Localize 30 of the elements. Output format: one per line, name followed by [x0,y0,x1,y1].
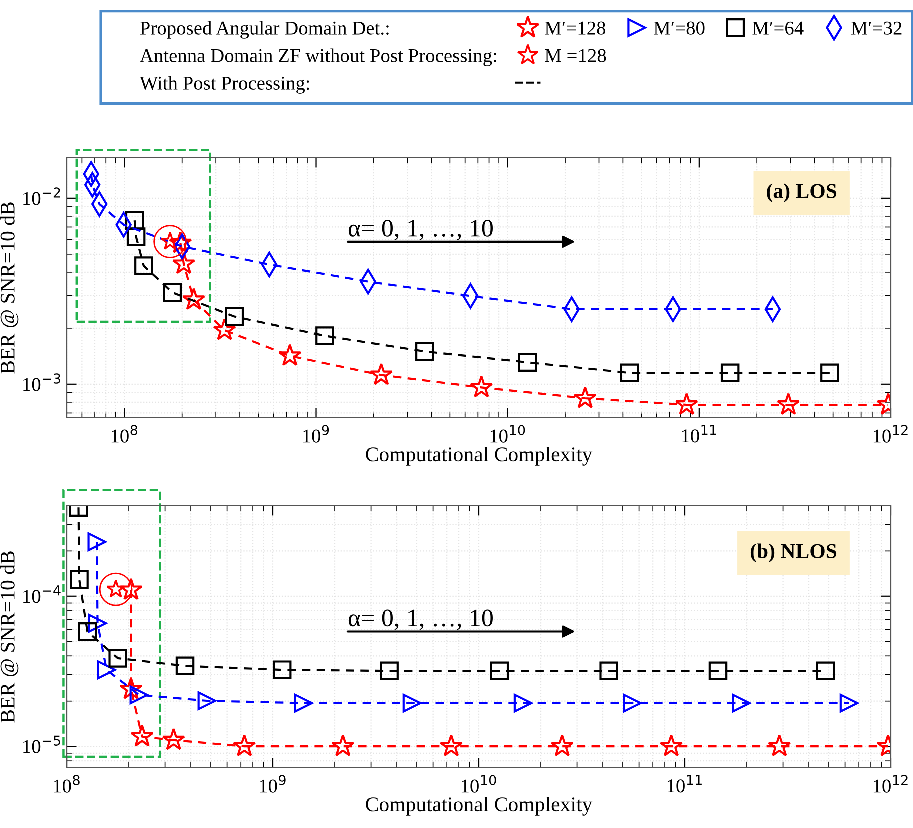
y-axis-title: BER @ SNR=10 dB [0,202,19,374]
text: With Post Processing: [140,76,310,94]
legend-label: M′=32 [851,22,902,35]
x-tick-label: 10$^{8}$ [54,775,80,793]
x-tick-label: 10$^{8}$ [112,425,138,443]
x-tick-label: 10$^{9}$ [303,425,330,443]
x-tick-label: 10$^{10}$ [462,775,496,793]
annotation: α= 0, 1, …, 10 [348,220,493,240]
legend-label: M =128 [545,49,606,62]
text: Proposed Angular Domain Det.: [140,21,389,39]
legend-label: M′=128 [545,22,606,35]
y-tick-label: 10$^{−5}$ [24,736,60,754]
x-tick-label: 10$^{12}$ [874,425,908,443]
text: (a) LOS [767,184,837,203]
x-tick-label: 10$^{11}$ [682,425,716,443]
legend-label: M′=64 [752,22,804,35]
x-tick-label: 10$^{12}$ [874,775,908,793]
x-axis-title: Computational Complexity [366,446,593,466]
y-tick-label: 10$^{−3}$ [24,374,61,392]
y-tick-label: 10$^{−2}$ [24,188,60,206]
x-tick-label: 10$^{10}$ [490,425,526,443]
x-axis-title: Computational Complexity [366,796,593,816]
y-axis-title: BER @ SNR=10 dB [0,552,19,723]
text: (b) NLOS [750,544,837,563]
x-tick-label: 10$^{11}$ [668,775,702,793]
annotation: α= 0, 1, …, 10 [348,610,493,630]
y-tick-label: 10$^{−4}$ [24,586,61,604]
text: Antenna Domain ZF without Post Processing: [140,48,496,66]
x-tick-label: 10$^{9}$ [260,775,286,793]
legend-label: M′=80 [654,22,705,35]
